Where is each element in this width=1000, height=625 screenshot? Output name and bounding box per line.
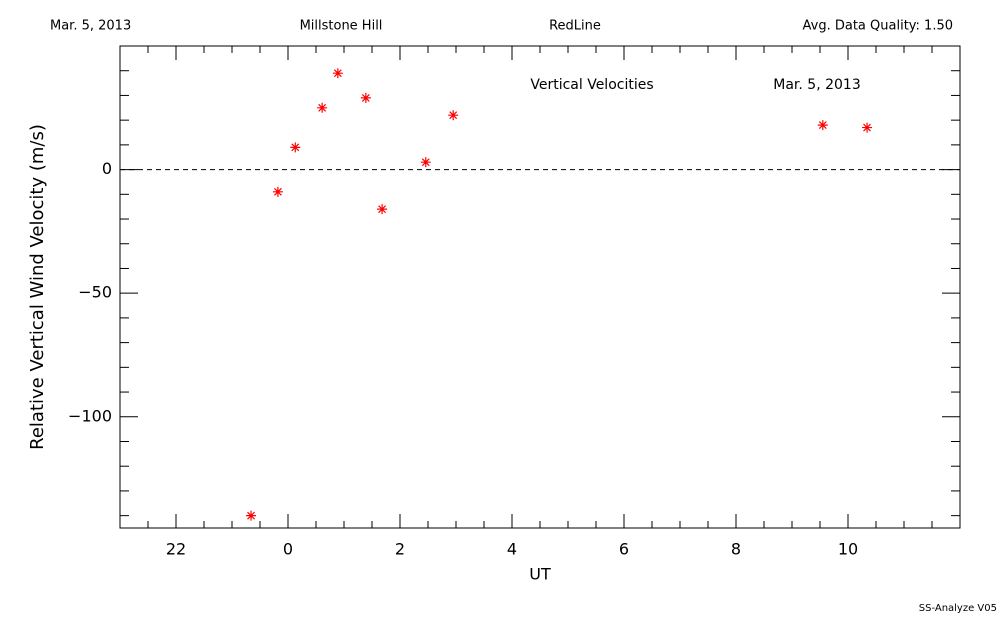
header-quality: Avg. Data Quality: 1.50 [803,19,953,34]
y-axis-label: Relative Vertical Wind Velocity (m/s) [27,124,48,450]
x-tick-label: 2 [395,540,405,559]
x-tick-label: 6 [619,540,629,559]
annotation: Vertical Velocities [530,77,653,93]
data-point [862,122,873,133]
x-tick-label: 10 [838,540,858,559]
data-point [246,510,257,521]
data-point [332,68,343,79]
x-tick-label: 0 [283,540,293,559]
data-point [420,157,431,168]
data-point [290,142,301,153]
data-point [448,110,459,121]
y-tick-label: −50 [78,283,112,302]
x-tick-label: 8 [731,540,741,559]
annotation: Mar. 5, 2013 [773,77,860,93]
data-point [817,120,828,131]
x-axis-label: UT [529,565,551,584]
header-line: RedLine [549,19,601,34]
data-point [317,102,328,113]
header-site: Millstone Hill [300,19,383,34]
x-tick-label: 4 [507,540,517,559]
header-date: Mar. 5, 2013 [50,19,131,34]
data-point [272,186,283,197]
y-tick-label: 0 [102,159,112,178]
y-tick-label: −100 [68,406,112,425]
data-point [377,204,388,215]
x-tick-label: 22 [166,540,186,559]
footer: SS-Analyze V05 [919,603,997,614]
data-point [360,92,371,103]
